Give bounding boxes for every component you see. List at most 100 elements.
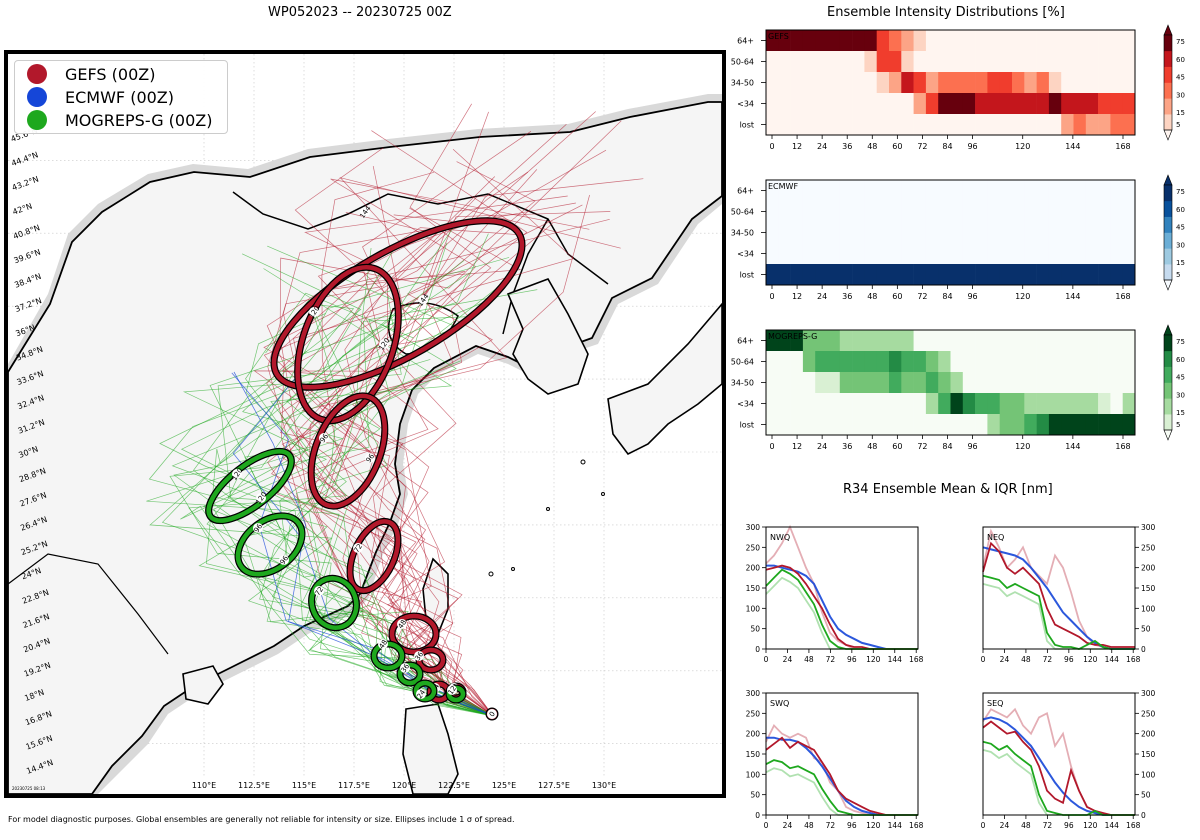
gefs-ellipse-label-bg (309, 307, 319, 317)
x-tick-label: 48 (1021, 655, 1031, 664)
gefs-ellipse (389, 613, 439, 655)
colorbar-tick-label: 5 (1176, 271, 1180, 279)
mogreps-ellipse-label-bg (279, 555, 289, 565)
heatmap-cell (938, 393, 951, 415)
heatmap-cell (913, 51, 927, 73)
heatmap-cell (815, 201, 828, 223)
heatmap-cell (1110, 264, 1123, 286)
heatmap-cell (1061, 414, 1074, 436)
ensemble-track (188, 313, 494, 717)
x-tick-label: 84 (942, 442, 952, 451)
heatmap-cell (975, 114, 988, 136)
heatmap-cell (815, 51, 828, 73)
heatmap-cell (938, 180, 951, 202)
heatmap-cell (766, 30, 779, 52)
heatmap-cell (1012, 201, 1025, 223)
heatmap-cell (766, 222, 779, 244)
heatmap-cell (950, 414, 964, 436)
heatmap-cell (1061, 222, 1074, 244)
heatmap-cell (1012, 180, 1025, 202)
heatmap-cell (975, 264, 988, 286)
heatmap-cell (815, 180, 828, 202)
colorbar-extend-top (1163, 324, 1173, 336)
mogreps-ellipse (309, 576, 359, 630)
heatmap-cell (790, 72, 804, 94)
heatmap-cell (975, 201, 988, 223)
y-tick-label: 150 (1141, 584, 1156, 593)
heatmap-cell (852, 180, 865, 202)
heatmap-cell (889, 372, 902, 394)
row-label: 64+ (737, 187, 754, 196)
lon-label: 127.5°E (538, 781, 570, 790)
x-tick-label: 0 (764, 821, 769, 830)
heatmap-cell (950, 72, 964, 94)
heatmap-cell (962, 330, 976, 352)
heatmap-cell (999, 114, 1013, 136)
heatmap-cell (925, 414, 939, 436)
gefs-ellipse-label-bg (379, 339, 389, 349)
colorbar-step (1164, 382, 1172, 399)
heatmap-cell (975, 222, 988, 244)
heatmap-cell (815, 114, 828, 136)
mogreps-iqr-line (765, 576, 918, 650)
heatmap-cell (1085, 351, 1099, 373)
heatmap-cell (827, 243, 841, 265)
heatmap-cell (1110, 414, 1123, 436)
heatmap-cell (901, 180, 914, 202)
y-tick-label: 50 (750, 625, 760, 634)
colorbar-step (1164, 366, 1172, 383)
heatmap-cell (962, 72, 976, 94)
ensemble-track (169, 272, 494, 717)
heatmap-cell (1122, 372, 1136, 394)
heatmap-cell (1098, 201, 1111, 223)
heatmap-cell (802, 180, 816, 202)
gefs-ellipse-label-bg (487, 709, 497, 719)
gefs-ellipse-label: 36 (414, 650, 426, 662)
heatmap-cell (999, 72, 1013, 94)
x-tick-label: 144 (888, 655, 903, 664)
heatmap-cell (889, 114, 902, 136)
heatmap-cell (790, 93, 804, 115)
heatmap-cell (864, 114, 877, 136)
heatmap-cell (864, 222, 877, 244)
gefs-iqr-line (982, 707, 1135, 816)
heatmap-cell (938, 114, 951, 136)
heatmap-cell (975, 414, 988, 436)
y-tick-label: 200 (1141, 564, 1156, 573)
lon-label: 115°E (292, 781, 316, 790)
heatmap-cell (876, 51, 890, 73)
heatmap-cell (778, 351, 791, 373)
heatmap-cell (925, 264, 939, 286)
heatmap-cell (1048, 264, 1062, 286)
heatmap-cell (950, 393, 964, 415)
heatmap-cell (1098, 30, 1111, 52)
heatmap-cell (1048, 93, 1062, 115)
heatmap-cell (889, 201, 902, 223)
heatmap-cell (1122, 243, 1136, 265)
heatmap-cell (938, 243, 951, 265)
x-tick-label: 144 (1065, 142, 1080, 151)
x-tick-label: 60 (892, 442, 902, 451)
gefs-ellipse-label: 96 (319, 432, 331, 444)
heatmap-cell (778, 222, 791, 244)
heatmap-cell (778, 51, 791, 73)
y-tick-label: 50 (1141, 625, 1151, 634)
y-tick-label: 100 (746, 604, 761, 613)
heatmap-cell (1024, 180, 1037, 202)
mogreps-mean-line (765, 759, 918, 816)
y-tick-label: 50 (750, 791, 760, 800)
heatmap-cell (1048, 201, 1062, 223)
heatmap-cell (1024, 30, 1037, 52)
heatmap-cell (913, 114, 927, 136)
heatmap-cell (1048, 372, 1062, 394)
heatmap-cell (1036, 72, 1050, 94)
heatmap-cell (889, 180, 902, 202)
heatmap-cell (802, 114, 816, 136)
heatmap-cell (766, 243, 779, 265)
heatmap-cell (839, 51, 853, 73)
mogreps-ellipse-label: 36 (400, 662, 412, 674)
heatmap-cell (975, 330, 988, 352)
heatmap-cell (1012, 51, 1025, 73)
heatmap-cell (962, 201, 976, 223)
heatmap-cell (778, 414, 791, 436)
